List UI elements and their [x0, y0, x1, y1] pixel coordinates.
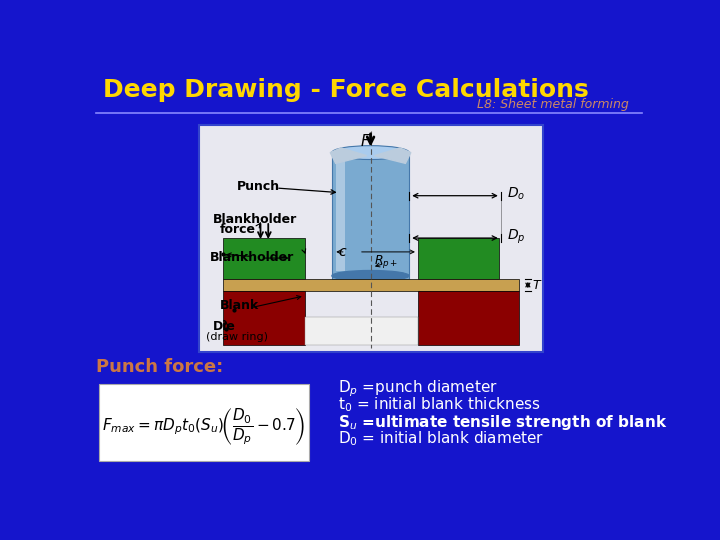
Bar: [332, 153, 409, 279]
Text: Blankholder: Blankholder: [210, 251, 294, 264]
Bar: [223, 238, 305, 279]
Text: $c$: $c$: [338, 245, 348, 259]
Text: t$_0$ = initial blank thickness: t$_0$ = initial blank thickness: [338, 396, 541, 415]
Bar: [418, 291, 518, 345]
Bar: [223, 291, 305, 345]
Text: Punch: Punch: [238, 180, 280, 193]
Bar: [336, 156, 345, 271]
Ellipse shape: [332, 271, 409, 281]
Bar: [99, 384, 309, 461]
Text: force: force: [220, 223, 256, 236]
Text: D$_0$ = initial blank diameter: D$_0$ = initial blank diameter: [338, 430, 544, 448]
Text: (draw ring): (draw ring): [206, 333, 269, 342]
Bar: [223, 279, 518, 291]
Bar: [199, 125, 544, 352]
Ellipse shape: [332, 146, 409, 159]
Text: Blankholder: Blankholder: [212, 213, 297, 226]
Text: Die: Die: [212, 320, 235, 333]
Bar: [305, 318, 418, 345]
Text: Blank: Blank: [220, 299, 259, 312]
Text: D$_p$ =punch diameter: D$_p$ =punch diameter: [338, 378, 498, 399]
Text: $D_o$: $D_o$: [507, 186, 525, 202]
Text: Deep Drawing - Force Calculations: Deep Drawing - Force Calculations: [103, 78, 589, 102]
Text: $R_{p+}$: $R_{p+}$: [374, 253, 399, 271]
Text: Punch force:: Punch force:: [96, 359, 223, 376]
Polygon shape: [374, 148, 411, 164]
Text: $D_p$: $D_p$: [507, 227, 526, 246]
Bar: [418, 238, 499, 279]
Text: $T$: $T$: [532, 279, 542, 292]
Text: L8: Sheet metal forming: L8: Sheet metal forming: [477, 98, 629, 111]
Polygon shape: [330, 148, 366, 164]
Text: $F_{max} = \pi D_p t_0(S_u)\!\left(\dfrac{D_0}{D_p} - 0.7\right)$: $F_{max} = \pi D_p t_0(S_u)\!\left(\dfra…: [102, 406, 305, 447]
Text: $F$: $F$: [361, 132, 372, 149]
Text: S$_u$ =ultimate tensile strength of blank: S$_u$ =ultimate tensile strength of blan…: [338, 413, 667, 431]
